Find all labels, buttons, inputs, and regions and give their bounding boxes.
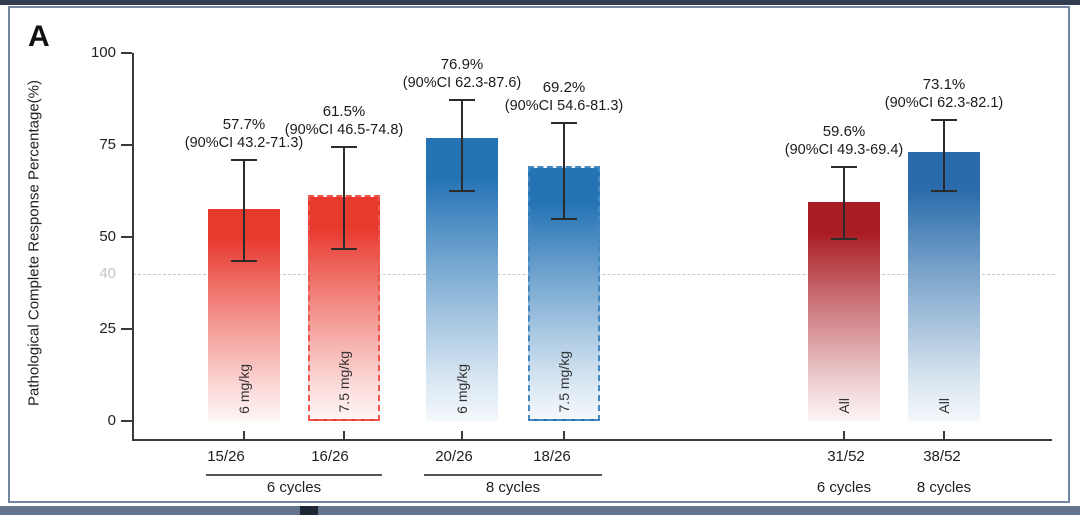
- x-axis-tick: [243, 431, 245, 439]
- bar-dose-label-text: All: [836, 398, 852, 414]
- bar-value-label: 57.7% (90%CI 43.2-71.3): [154, 115, 334, 153]
- x-axis-tick: [343, 431, 345, 439]
- bar-dose-label: 6 mg/kg: [426, 364, 498, 414]
- error-bar: [931, 118, 957, 192]
- panel-label: A: [28, 20, 50, 53]
- error-bar-cap-bottom: [831, 237, 857, 240]
- bar-ci: (90%CI 43.2-71.3): [184, 134, 304, 151]
- bar-value-label: 76.9% (90%CI 62.3-87.6): [372, 55, 552, 93]
- x-axis-tick: [843, 431, 845, 439]
- bar-ci: (90%CI 62.3-82.1): [884, 94, 1004, 111]
- bar-value-label: 61.5% (90%CI 46.5-74.8): [254, 102, 434, 140]
- window-edge-top: [0, 0, 1080, 5]
- bar-percent: 73.1%: [922, 75, 966, 93]
- y-axis-tick: [121, 328, 132, 330]
- x-axis-fraction-label: 15/26: [207, 448, 245, 465]
- y-axis-line: [132, 53, 134, 439]
- error-bar-cap-top: [449, 98, 475, 101]
- x-axis-fraction-label: 16/26: [311, 448, 349, 465]
- group-underline: [424, 474, 602, 476]
- x-axis-fraction-label: 31/52: [827, 448, 865, 465]
- error-bar-cap-bottom: [551, 218, 577, 221]
- bar-dose-label-text: 7.5 mg/kg: [556, 350, 572, 412]
- cropped-content-mark: [300, 506, 318, 515]
- bar-dose-label-text: All: [936, 398, 952, 414]
- bar-percent: 61.5%: [322, 102, 366, 120]
- error-bar-cap-bottom: [331, 247, 357, 250]
- error-bar: [331, 145, 357, 250]
- y-axis-tick-label: 0: [107, 412, 116, 429]
- error-bar-line: [843, 165, 845, 240]
- bar-value-label: 59.6% (90%CI 49.3-69.4): [754, 122, 934, 160]
- y-axis-tick: [121, 52, 132, 54]
- bar-dose-label-text: 7.5 mg/kg: [336, 350, 352, 412]
- x-axis-fraction-label: 20/26: [435, 448, 473, 465]
- y-axis-tick-label: 75: [99, 136, 116, 153]
- error-bar-cap-top: [231, 158, 257, 161]
- bar-dose-label: 7.5 mg/kg: [310, 351, 378, 412]
- y-axis-tick-label: 50: [99, 228, 116, 245]
- x-axis-tick: [943, 431, 945, 439]
- bar-percent: 57.7%: [222, 115, 266, 133]
- error-bar: [231, 158, 257, 263]
- y-axis-tick: [121, 144, 132, 146]
- x-axis-tick: [563, 431, 565, 439]
- error-bar-line: [343, 145, 345, 250]
- bar-dose-label: 7.5 mg/kg: [530, 351, 598, 412]
- bar-percent: 76.9%: [440, 55, 484, 73]
- error-bar-cap-top: [831, 165, 857, 168]
- figure-panel: A Pathological Complete Response Percent…: [8, 6, 1070, 503]
- error-bar-line: [461, 98, 463, 192]
- error-bar-cap-top: [931, 118, 957, 121]
- bar-dose-label: 6 mg/kg: [208, 364, 280, 414]
- bar-all-8-cycles: All: [908, 151, 980, 421]
- y-axis-tick-label: 25: [99, 320, 116, 337]
- group-label: 6 cycles: [816, 479, 872, 496]
- x-axis-tick: [461, 431, 463, 439]
- bar-ci: (90%CI 62.3-87.6): [402, 74, 522, 91]
- y-axis-title: Pathological Complete Response Percentag…: [25, 79, 43, 407]
- error-bar-cap-top: [551, 121, 577, 124]
- error-bar-cap-bottom: [449, 189, 475, 192]
- bar-ci: (90%CI 49.3-69.4): [784, 141, 904, 158]
- bar-dose-label: All: [908, 398, 980, 414]
- bar-value-label: 69.2% (90%CI 54.6-81.3): [474, 78, 654, 116]
- error-bar: [449, 98, 475, 192]
- error-bar-line: [563, 121, 565, 221]
- x-axis-line: [132, 439, 1052, 441]
- bar-ci: (90%CI 54.6-81.3): [504, 97, 624, 114]
- bar-percent: 59.6%: [822, 122, 866, 140]
- error-bar-line: [243, 158, 245, 263]
- x-axis-fraction-label: 18/26: [533, 448, 571, 465]
- bar-value-label: 73.1% (90%CI 62.3-82.1): [854, 75, 1034, 113]
- bar-dose-label-text: 6 mg/kg: [454, 364, 470, 414]
- group-label: 8 cycles: [916, 479, 972, 496]
- bar-dose-label: All: [808, 398, 880, 414]
- error-bar-line: [943, 118, 945, 192]
- error-bar-cap-top: [331, 145, 357, 148]
- group-label: 6 cycles: [266, 479, 322, 496]
- group-underline: [206, 474, 382, 476]
- group-label: 8 cycles: [485, 479, 541, 496]
- error-bar-cap-bottom: [231, 260, 257, 263]
- y-axis-tick-label: 100: [90, 44, 116, 61]
- x-axis-fraction-label: 38/52: [923, 448, 961, 465]
- error-bar-cap-bottom: [931, 189, 957, 192]
- bar-dose-label-text: 6 mg/kg: [236, 364, 252, 414]
- y-axis-tick: [121, 420, 132, 422]
- error-bar: [831, 165, 857, 240]
- bar-percent: 69.2%: [542, 78, 586, 96]
- reference-line-label: 40: [99, 264, 116, 282]
- window-edge-bottom: [0, 506, 1080, 515]
- bar-ci: (90%CI 46.5-74.8): [284, 121, 404, 138]
- error-bar: [551, 121, 577, 221]
- y-axis-tick: [121, 236, 132, 238]
